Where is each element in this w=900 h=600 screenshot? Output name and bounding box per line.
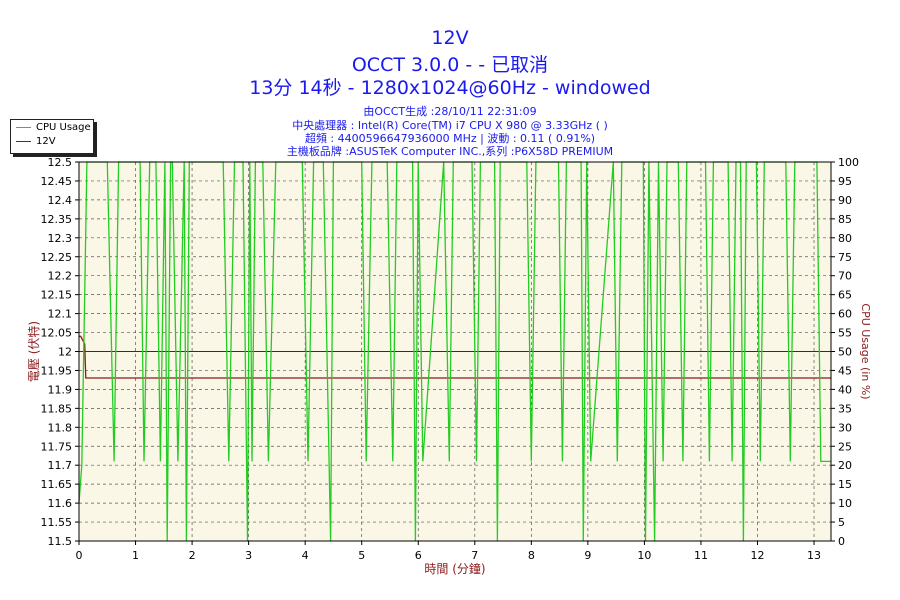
series-line-12v bbox=[79, 335, 831, 379]
y-tick-label-right: 45 bbox=[838, 364, 852, 377]
x-tick-label: 1 bbox=[132, 549, 139, 562]
y-tick-label-left: 11.8 bbox=[48, 421, 73, 434]
y-tick-label-right: 60 bbox=[838, 308, 852, 321]
y-tick-label-left: 11.55 bbox=[41, 516, 73, 529]
y-tick-label-left: 12.4 bbox=[48, 194, 73, 207]
chart-subtitle-duration: 13分 14秒 - 1280x1024@60Hz - windowed bbox=[249, 77, 651, 99]
legend-swatch-12v bbox=[16, 140, 31, 142]
y-tick-label-left: 12.2 bbox=[48, 270, 73, 283]
y-tick-label-left: 11.95 bbox=[41, 364, 73, 377]
y-axis-title-left: 電壓 (伏特) bbox=[26, 321, 41, 382]
y-tick-label-right: 50 bbox=[838, 346, 852, 359]
y-axis-title-right: CPU Usage (in %) bbox=[859, 303, 872, 399]
y-tick-label-left: 12.3 bbox=[48, 232, 73, 245]
legend-item-12v: 12V bbox=[11, 134, 93, 148]
y-tick-label-right: 85 bbox=[838, 213, 852, 226]
y-tick-label-right: 80 bbox=[838, 232, 852, 245]
y-tick-label-right: 40 bbox=[838, 383, 852, 396]
info-cpu: 中央處理器 : Intel(R) Core(TM) i7 CPU X 980 @… bbox=[292, 119, 608, 132]
chart-title: 12V bbox=[431, 27, 469, 49]
y-tick-label-left: 12.45 bbox=[41, 175, 73, 188]
y-tick-label-right: 35 bbox=[838, 402, 852, 415]
x-tick-label: 5 bbox=[358, 549, 365, 562]
info-generated: 由OCCT生成 :28/10/11 22:31:09 bbox=[363, 105, 537, 118]
x-tick-label: 11 bbox=[694, 549, 708, 562]
y-tick-label-left: 11.65 bbox=[41, 478, 73, 491]
y-tick-label-left: 11.5 bbox=[48, 535, 73, 548]
x-tick-label: 2 bbox=[189, 549, 196, 562]
y-tick-label-right: 75 bbox=[838, 251, 852, 264]
x-axis-title: 時間 (分鐘) bbox=[424, 561, 485, 576]
x-tick-label: 3 bbox=[245, 549, 252, 562]
legend-label-12v: 12V bbox=[36, 135, 56, 147]
y-tick-label-right: 100 bbox=[838, 156, 859, 169]
series-line-cpu-usage bbox=[78, 161, 831, 542]
y-tick-label-left: 12.5 bbox=[48, 156, 73, 169]
legend-swatch-cpu-usage bbox=[16, 126, 31, 128]
y-tick-label-left: 11.85 bbox=[41, 402, 73, 415]
y-tick-label-left: 11.9 bbox=[48, 383, 73, 396]
y-tick-label-right: 10 bbox=[838, 497, 852, 510]
y-tick-label-right: 55 bbox=[838, 327, 852, 340]
y-tick-label-left: 11.6 bbox=[48, 497, 73, 510]
y-tick-label-right: 15 bbox=[838, 478, 852, 491]
y-tick-label-left: 12.35 bbox=[41, 213, 73, 226]
x-tick-label: 12 bbox=[750, 549, 764, 562]
legend-item-cpu-usage: CPU Usage bbox=[11, 120, 93, 134]
y-tick-label-left: 12.15 bbox=[41, 289, 73, 302]
y-tick-label-right: 95 bbox=[838, 175, 852, 188]
y-tick-label-right: 25 bbox=[838, 440, 852, 453]
x-tick-label: 0 bbox=[76, 549, 83, 562]
x-tick-label: 10 bbox=[637, 549, 651, 562]
y-tick-label-right: 30 bbox=[838, 421, 852, 434]
y-tick-label-left: 12.05 bbox=[41, 327, 73, 340]
y-tick-label-right: 5 bbox=[838, 516, 845, 529]
y-tick-label-right: 90 bbox=[838, 194, 852, 207]
x-tick-label: 8 bbox=[528, 549, 535, 562]
y-tick-label-left: 11.75 bbox=[41, 440, 73, 453]
y-tick-label-right: 70 bbox=[838, 270, 852, 283]
chart-subtitle-version: OCCT 3.0.0 - - 已取消 bbox=[351, 54, 549, 76]
chart-legend: CPU Usage 12V bbox=[10, 119, 94, 154]
x-tick-label: 9 bbox=[584, 549, 591, 562]
y-tick-label-right: 20 bbox=[838, 459, 852, 472]
info-motherboard: 主機板品牌 :ASUSTeK Computer INC.,系列 :P6X58D … bbox=[286, 145, 614, 158]
y-tick-label-left: 11.7 bbox=[48, 459, 73, 472]
y-tick-label-left: 12 bbox=[58, 346, 72, 359]
plot-frame bbox=[78, 161, 832, 542]
legend-label-cpu-usage: CPU Usage bbox=[36, 121, 91, 133]
x-tick-label: 7 bbox=[471, 549, 478, 562]
y-tick-label-left: 12.25 bbox=[41, 251, 73, 264]
y-tick-label-left: 12.1 bbox=[48, 308, 73, 321]
y-tick-label-right: 0 bbox=[838, 535, 845, 548]
x-tick-label: 6 bbox=[415, 549, 422, 562]
x-tick-label: 13 bbox=[807, 549, 821, 562]
y-tick-label-right: 65 bbox=[838, 289, 852, 302]
x-tick-label: 4 bbox=[302, 549, 309, 562]
info-overclock: 超頻 : 4400596647936000 MHz | 波動 : 0.11 ( … bbox=[304, 132, 596, 145]
